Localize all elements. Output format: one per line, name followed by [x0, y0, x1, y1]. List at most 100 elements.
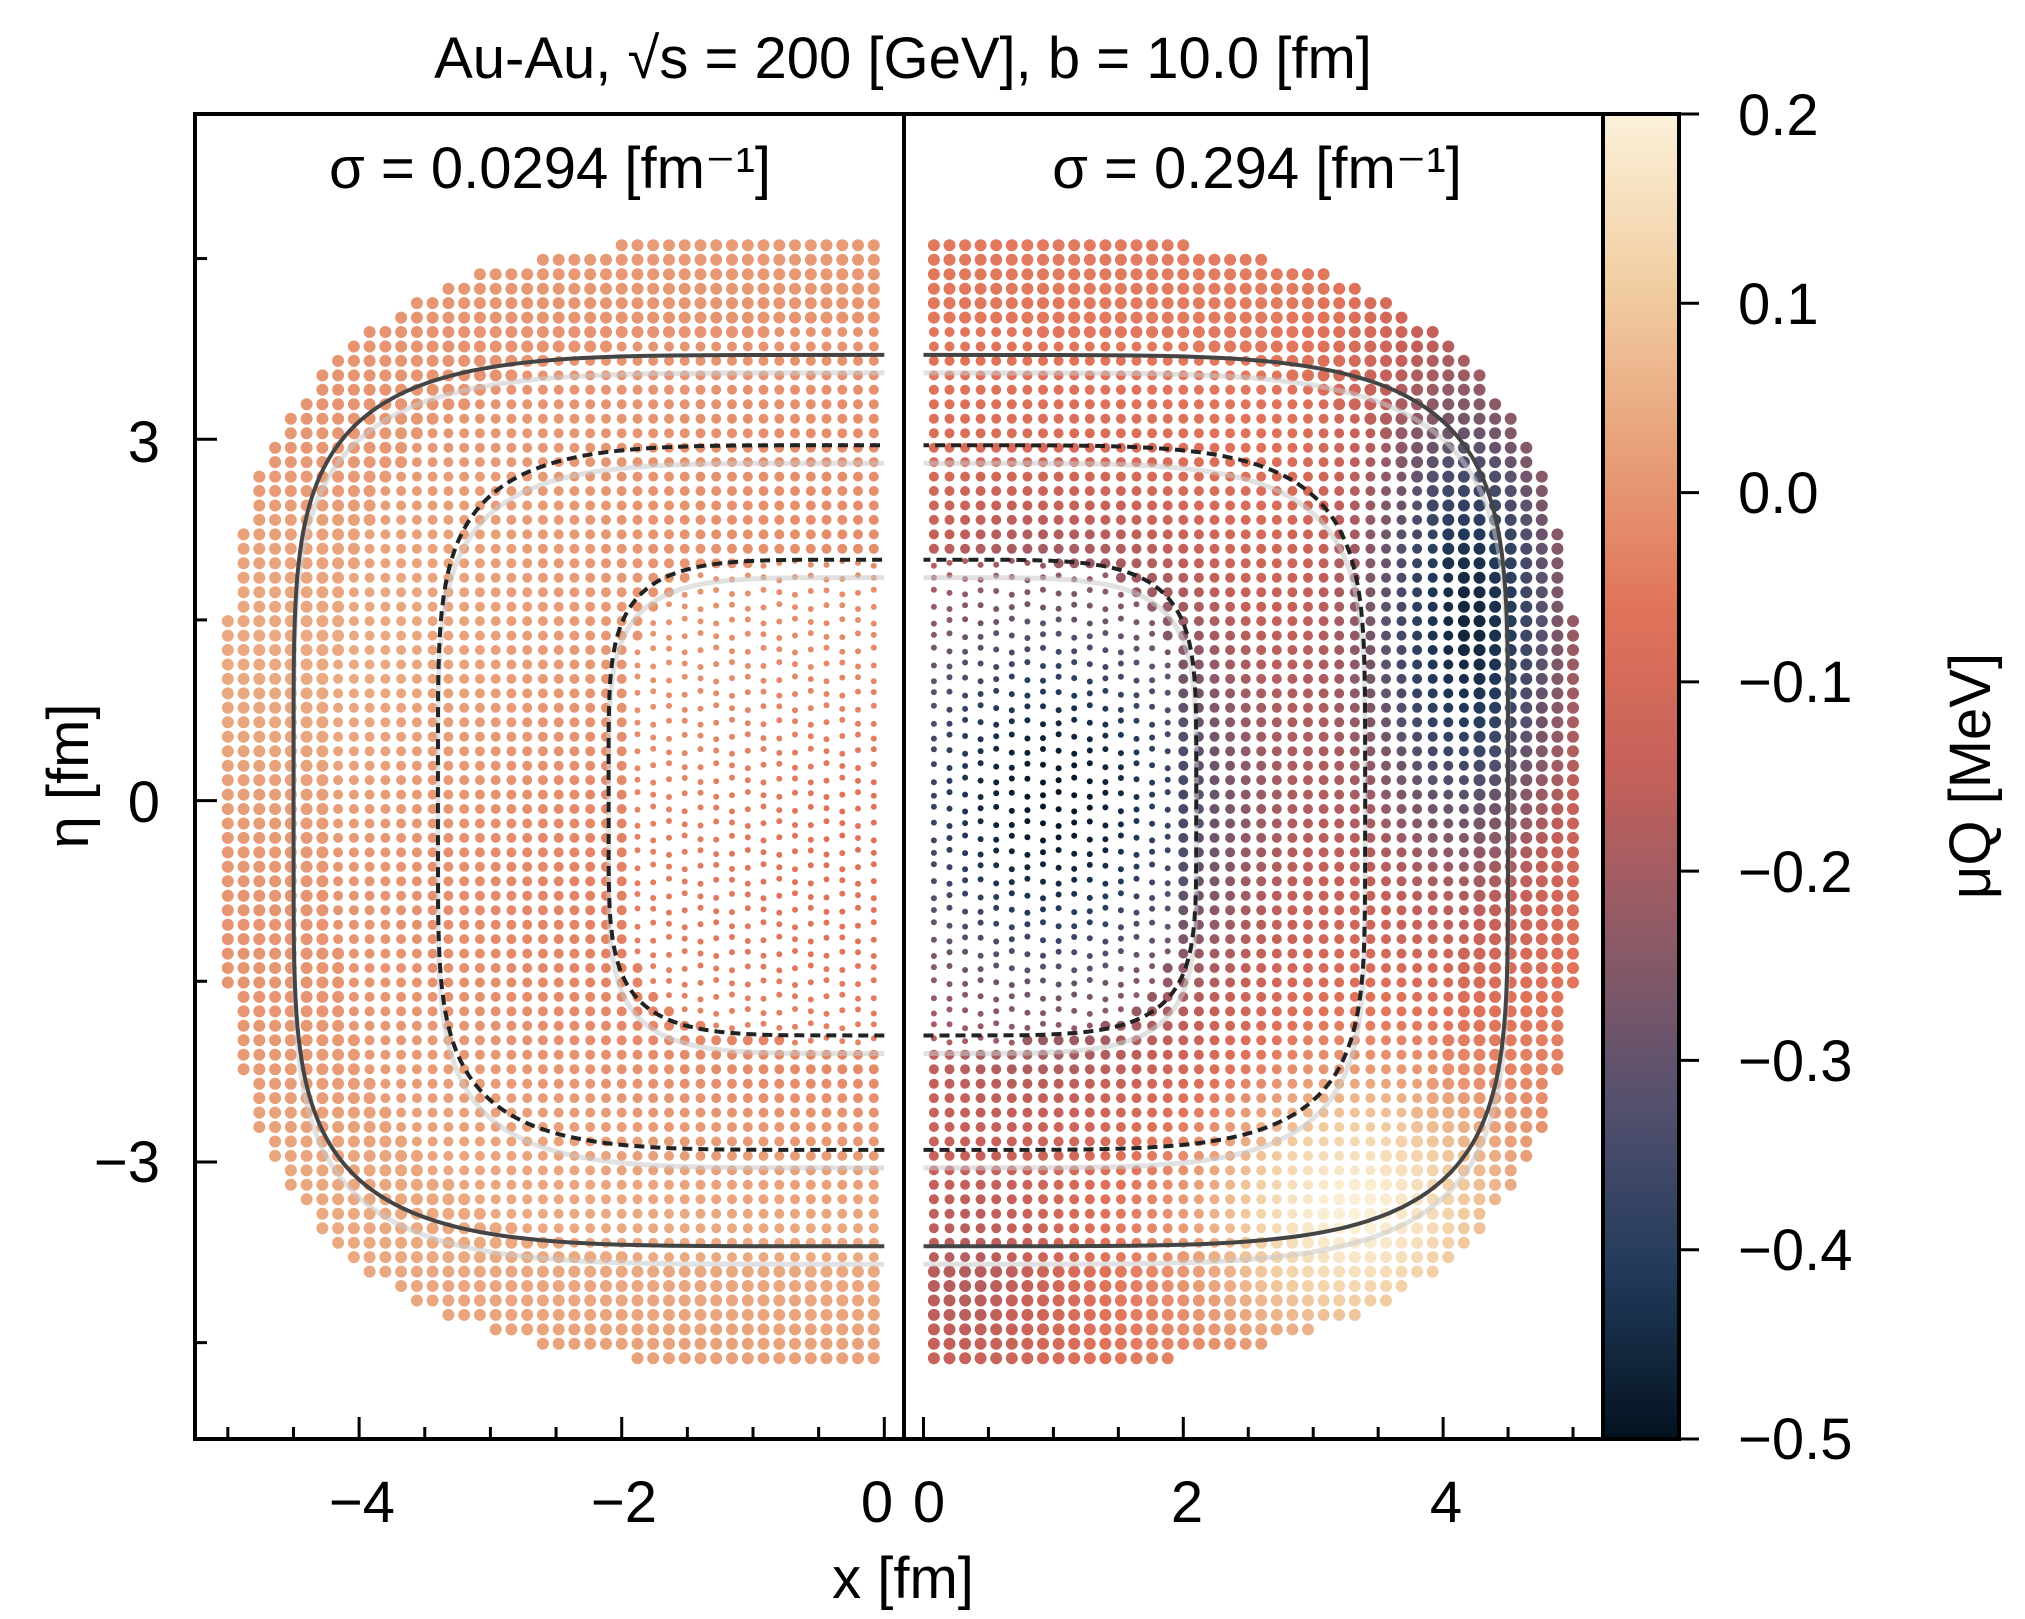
- scatter-point: [993, 894, 1000, 900]
- scatter-point: [991, 399, 1002, 410]
- scatter-point: [946, 949, 953, 956]
- scatter-point: [333, 746, 344, 757]
- scatter-point: [347, 1092, 360, 1105]
- scatter-point: [443, 919, 454, 930]
- scatter-point: [823, 805, 830, 812]
- scatter-point: [1209, 1035, 1220, 1046]
- scatter-point: [807, 779, 814, 786]
- scatter-point: [870, 620, 877, 627]
- scatter-point: [1318, 1049, 1329, 1060]
- scatter-point: [930, 702, 937, 709]
- scatter-point: [443, 514, 454, 525]
- scatter-point: [1149, 703, 1156, 710]
- scatter-point: [1287, 746, 1298, 757]
- scatter-point: [1115, 1093, 1126, 1104]
- scatter-point: [506, 1078, 517, 1089]
- scatter-point: [975, 327, 986, 337]
- scatter-point: [1084, 500, 1095, 511]
- scatter-point: [601, 601, 611, 612]
- scatter-point: [1303, 616, 1313, 627]
- scatter-point: [1224, 1265, 1237, 1278]
- scatter-point: [946, 559, 953, 566]
- scatter-point: [944, 1136, 955, 1147]
- scatter-point: [666, 863, 672, 870]
- scatter-point: [1117, 832, 1124, 839]
- scatter-point: [1162, 341, 1173, 352]
- scatter-point: [380, 500, 391, 511]
- scatter-point: [1037, 1265, 1049, 1278]
- scatter-point: [474, 1194, 485, 1205]
- scatter-point: [1271, 543, 1282, 554]
- scatter-point: [681, 750, 688, 757]
- scatter-point: [1225, 1035, 1236, 1046]
- scatter-point: [1225, 818, 1236, 829]
- scatter-point: [1193, 1223, 1204, 1234]
- scatter-point: [537, 876, 548, 887]
- scatter-point: [569, 514, 580, 525]
- scatter-point: [1006, 1064, 1017, 1075]
- scatter-point: [615, 1265, 628, 1278]
- scatter-point: [870, 861, 877, 868]
- scatter-point: [1318, 486, 1329, 496]
- scatter-point: [537, 1223, 548, 1234]
- scatter-point: [993, 1037, 1000, 1044]
- scatter-point: [505, 297, 518, 310]
- scatter-point: [1209, 832, 1220, 843]
- scatter-point: [300, 976, 313, 989]
- scatter-point: [1162, 1020, 1173, 1031]
- scatter-point: [868, 1136, 879, 1147]
- scatter-point: [1055, 891, 1062, 898]
- scatter-point: [506, 1150, 517, 1161]
- scatter-point: [1008, 615, 1015, 622]
- scatter-point: [1040, 820, 1046, 827]
- scatter-point: [1068, 1337, 1081, 1350]
- scatter-point: [253, 1034, 266, 1047]
- scatter-point: [537, 471, 548, 482]
- scatter-point: [1303, 789, 1313, 800]
- scatter-point: [1255, 268, 1268, 281]
- scatter-point: [395, 456, 408, 469]
- scatter-point: [789, 1308, 801, 1321]
- scatter-point: [458, 1193, 471, 1206]
- scatter-point: [839, 1007, 846, 1014]
- scatter-point: [839, 591, 846, 598]
- scatter-point: [1303, 832, 1313, 843]
- scatter-point: [1192, 1265, 1205, 1278]
- scatter-point: [930, 964, 937, 971]
- scatter-point: [553, 775, 564, 786]
- scatter-point: [1240, 963, 1251, 973]
- scatter-point: [506, 890, 517, 901]
- scatter-point: [959, 311, 972, 324]
- scatter-point: [1303, 1107, 1313, 1118]
- scatter-point: [805, 341, 816, 352]
- scatter-point: [1193, 1107, 1204, 1118]
- scatter-point: [944, 486, 955, 496]
- scatter-point: [1022, 327, 1033, 337]
- scatter-point: [458, 1207, 471, 1220]
- scatter-point: [1147, 486, 1158, 496]
- scatter-point: [960, 543, 971, 554]
- scatter-point: [1114, 1280, 1127, 1292]
- scatter-point: [930, 995, 937, 1002]
- scatter-point: [363, 1222, 376, 1235]
- scatter-point: [1038, 355, 1048, 366]
- scatter-point: [489, 326, 502, 338]
- scatter-point: [1100, 399, 1111, 410]
- scatter-point: [253, 774, 266, 787]
- scatter-point: [1100, 341, 1111, 352]
- scatter-point: [928, 486, 939, 496]
- scatter-point: [1334, 746, 1345, 757]
- scatter-point: [396, 760, 407, 771]
- scatter-point: [1008, 661, 1015, 668]
- scatter-point: [1068, 1294, 1081, 1307]
- scatter-point: [776, 749, 783, 756]
- scatter-point: [1209, 645, 1220, 655]
- scatter-point: [681, 848, 688, 855]
- scatter-point: [1149, 745, 1156, 752]
- scatter-point: [823, 966, 830, 973]
- scatter-point: [616, 1035, 627, 1046]
- scatter-point: [1022, 1252, 1033, 1263]
- scatter-point: [867, 268, 880, 281]
- scatter-point: [776, 659, 783, 666]
- scatter-point: [634, 649, 641, 656]
